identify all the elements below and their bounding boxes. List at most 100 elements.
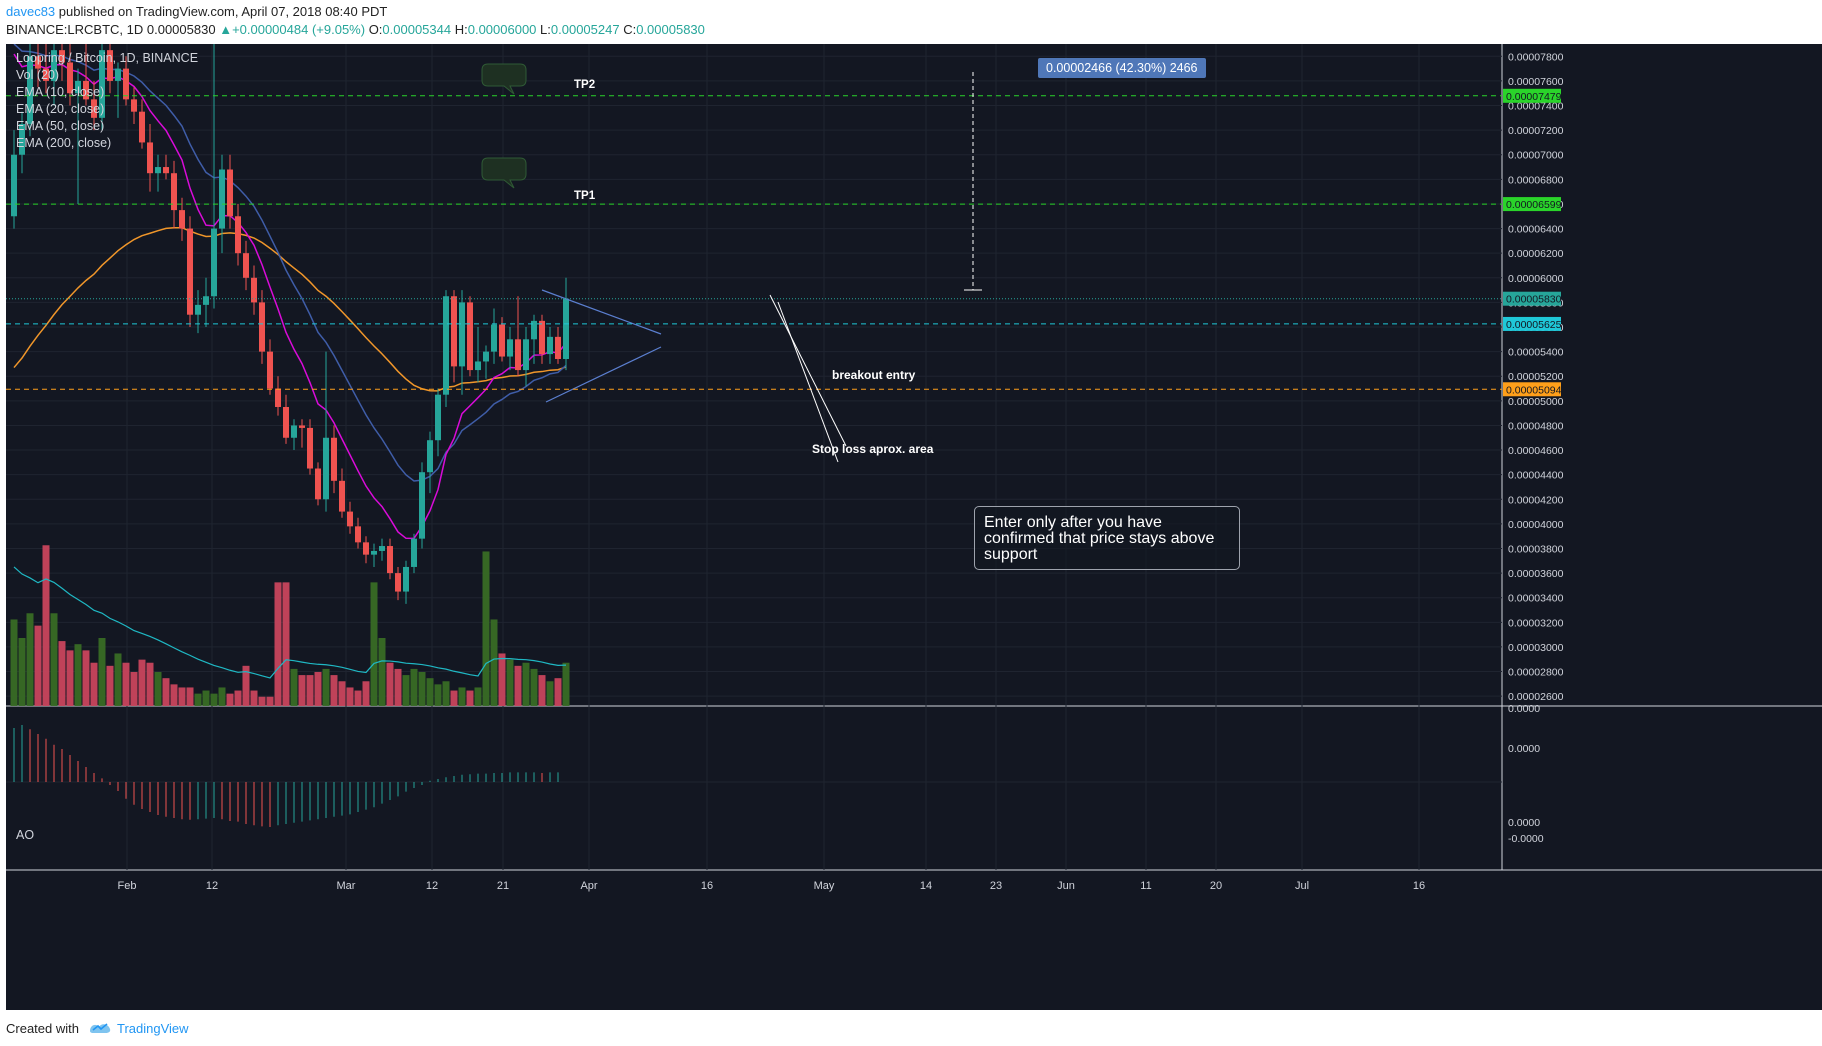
level-badge-text-TP2: 0.00007479 bbox=[1506, 91, 1562, 103]
x-tick-label: 12 bbox=[426, 880, 438, 892]
legend-item-ema10[interactable]: EMA (10, close) bbox=[16, 85, 105, 99]
open-label: O: bbox=[368, 22, 383, 37]
volume-bar bbox=[506, 659, 514, 706]
ao-tick-label: 0.0000 bbox=[1508, 703, 1540, 715]
candle-body bbox=[267, 351, 273, 389]
volume-bar bbox=[250, 690, 258, 706]
candle-body bbox=[555, 336, 561, 360]
volume-bar bbox=[362, 681, 370, 706]
candle-body bbox=[67, 62, 73, 94]
volume-bar bbox=[554, 678, 562, 706]
volume-bar bbox=[458, 687, 466, 706]
candle-body bbox=[411, 538, 417, 567]
candle-body bbox=[203, 296, 209, 305]
volume-bar bbox=[482, 551, 490, 706]
last-price: 0.00005830 bbox=[146, 22, 216, 37]
candle-body bbox=[499, 324, 505, 357]
x-tick-label: 20 bbox=[1210, 880, 1222, 892]
legend-item-ema20[interactable]: EMA (20, close) bbox=[16, 102, 105, 116]
volume-bar bbox=[98, 638, 106, 706]
candle-body bbox=[179, 210, 185, 229]
published-text: published on TradingView.com, April 07, … bbox=[58, 4, 388, 19]
volume-bar bbox=[170, 684, 178, 706]
y-tick-label: 0.00004600 bbox=[1508, 445, 1564, 457]
volume-bar bbox=[298, 675, 306, 706]
candle-body bbox=[379, 546, 385, 551]
y-tick-label: 0.00003400 bbox=[1508, 593, 1564, 605]
candle-body bbox=[331, 437, 337, 481]
volume-bar bbox=[114, 653, 122, 706]
volume-bar bbox=[34, 625, 42, 706]
candle-body bbox=[291, 425, 297, 438]
candle-body bbox=[43, 68, 49, 81]
volume-bar bbox=[530, 668, 538, 706]
volume-bar bbox=[282, 582, 290, 706]
candle-body bbox=[11, 154, 17, 217]
candle-body bbox=[83, 80, 89, 100]
volume-bar bbox=[402, 675, 410, 706]
candle-body bbox=[299, 425, 305, 428]
volume-bar bbox=[426, 678, 434, 706]
volume-bar bbox=[418, 672, 426, 706]
candle-body bbox=[363, 542, 369, 555]
ao-tick-label: 0.0000 bbox=[1508, 743, 1540, 755]
candle-body bbox=[91, 99, 97, 118]
price-change: +0.00000484 (+9.05%) bbox=[232, 22, 366, 37]
candle-body bbox=[395, 573, 401, 592]
volume-bar bbox=[138, 659, 146, 706]
volume-bar bbox=[410, 668, 418, 706]
candle-body bbox=[523, 339, 529, 371]
y-tick-label: 0.00003200 bbox=[1508, 617, 1564, 629]
candle-body bbox=[427, 440, 433, 473]
chart-canvas[interactable]: Feb 12 Mar 12 21 Apr 16 May 14 23 Jun 11 20 Jul 16 0.00… bbox=[6, 44, 1822, 1010]
volume-bar bbox=[226, 693, 234, 706]
volume-bar bbox=[82, 650, 90, 706]
volume-bar bbox=[106, 665, 114, 706]
volume-bar bbox=[538, 675, 546, 706]
candle-body bbox=[115, 68, 121, 81]
legend-item-ema50[interactable]: EMA (50, close) bbox=[16, 119, 105, 133]
candle-body bbox=[307, 427, 313, 469]
volume-bar bbox=[194, 693, 202, 706]
candle-body bbox=[443, 296, 449, 395]
x-tick-label: 21 bbox=[497, 880, 509, 892]
callout-pointer-a bbox=[769, 294, 847, 447]
volume-bar bbox=[394, 668, 402, 706]
legend-item-ema200[interactable]: EMA (200, close) bbox=[16, 136, 112, 150]
volume-bar bbox=[146, 662, 154, 706]
tradingview-brand[interactable]: TradingView bbox=[117, 1021, 189, 1036]
ao-tick-label: 0.0000 bbox=[1508, 817, 1540, 829]
author-link[interactable]: davec83 bbox=[6, 4, 56, 19]
y-tick-label: 0.00007000 bbox=[1508, 150, 1564, 162]
candle-body bbox=[147, 142, 153, 174]
volume-bar bbox=[354, 690, 362, 706]
candle-body bbox=[403, 566, 409, 592]
volume-bar bbox=[122, 662, 130, 706]
candle-body bbox=[475, 361, 481, 371]
volume-bar bbox=[234, 690, 242, 706]
low-label: L: bbox=[540, 22, 551, 37]
legend-item-vol[interactable]: Vol (20) bbox=[16, 68, 60, 82]
volume-bar bbox=[378, 638, 386, 706]
y-tick-label: 0.00004400 bbox=[1508, 470, 1564, 482]
legend-title: Loopring / Bitcoin, 1D, BINANCE bbox=[16, 51, 199, 65]
publish-info: davec83 published on TradingView.com, Ap… bbox=[6, 4, 387, 19]
volume-bar bbox=[338, 681, 346, 706]
volume-bar bbox=[154, 672, 162, 706]
volume-bar bbox=[434, 684, 442, 706]
y-tick-label: 0.00007200 bbox=[1508, 125, 1564, 137]
candle-body bbox=[227, 169, 233, 217]
candle-body bbox=[547, 336, 553, 355]
y-tick-label: 0.00006400 bbox=[1508, 224, 1564, 236]
indicator-legend: Loopring / Bitcoin, 1D, BINANCE Vol (20)… bbox=[16, 50, 198, 152]
footer: Created with TradingView bbox=[0, 1010, 1822, 1046]
candle-body bbox=[371, 550, 377, 555]
triangle-lower-trendline bbox=[545, 346, 662, 403]
ema20-line bbox=[13, 44, 567, 482]
volume-bar bbox=[514, 665, 522, 706]
y-tick-label: 0.00007600 bbox=[1508, 76, 1564, 88]
candle-body bbox=[435, 394, 441, 441]
chart-area[interactable]: Feb 12 Mar 12 21 Apr 16 May 14 23 Jun 11 20 Jul 16 0.00… bbox=[6, 44, 1822, 1010]
volume-bar bbox=[258, 696, 266, 706]
level-badge-text-last: 0.00005830 bbox=[1506, 294, 1562, 306]
